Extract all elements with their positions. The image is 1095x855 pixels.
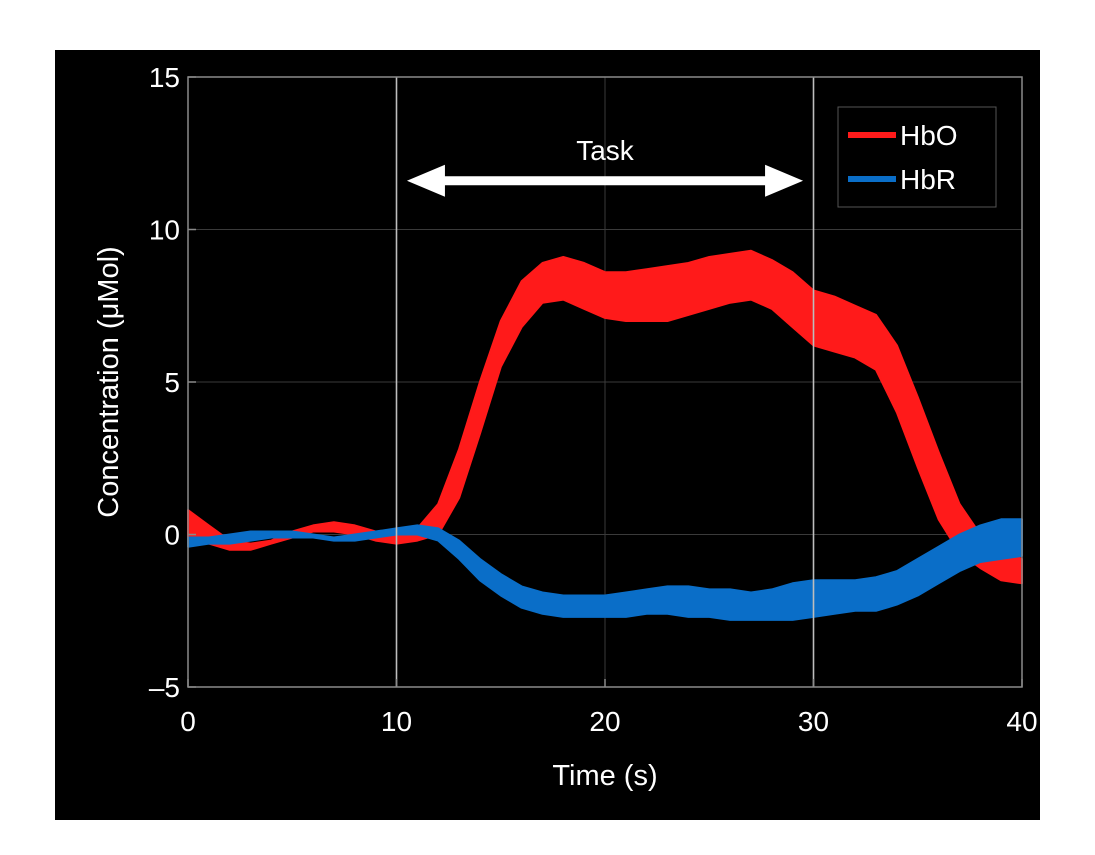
annotation-layer: Task [406, 135, 804, 197]
legend-label-hbr: HbR [900, 164, 956, 195]
task-arrow [406, 164, 804, 197]
x-tick-label: 40 [1006, 706, 1037, 737]
x-tick-label: 30 [798, 706, 829, 737]
y-tick-label: 10 [149, 215, 180, 246]
x-axis-label: Time (s) [552, 760, 657, 792]
task-boundaries [395, 77, 815, 687]
y-axis-label: Concentration (μMol) [93, 246, 125, 517]
y-tick-label: 0 [164, 520, 180, 551]
legend: HbO HbR [837, 106, 997, 208]
task-label: Task [576, 135, 635, 166]
legend-box [837, 106, 997, 208]
x-tick-label: 0 [180, 706, 196, 737]
x-tick-label: 10 [381, 706, 412, 737]
task-arrow-head-right [765, 164, 804, 197]
legend-label-hbo: HbO [900, 120, 958, 151]
y-tick-label: 15 [149, 62, 180, 93]
x-tick-label: 20 [589, 706, 620, 737]
y-tick-label: –5 [149, 672, 180, 703]
y-tick-label: 5 [164, 367, 180, 398]
task-arrow-head-left [406, 164, 445, 197]
